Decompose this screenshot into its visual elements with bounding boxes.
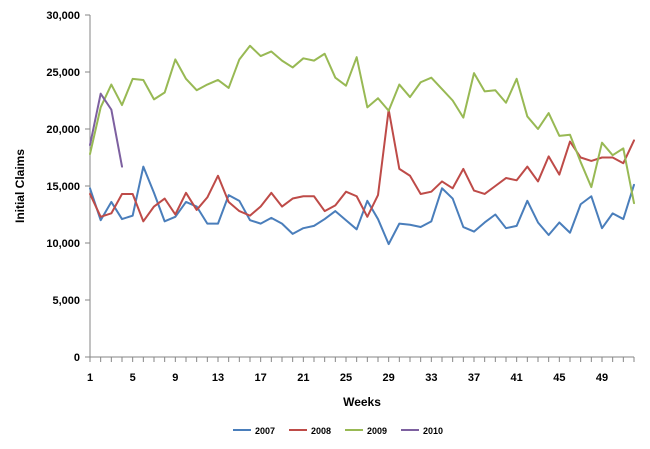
y-tick-label: 0 bbox=[74, 352, 80, 364]
x-tick-label: 29 bbox=[383, 372, 395, 384]
x-tick-label: 5 bbox=[130, 372, 136, 384]
legend-label-2007: 2007 bbox=[255, 426, 275, 436]
x-tick-label: 17 bbox=[255, 372, 267, 384]
y-tick-label: 15,000 bbox=[46, 181, 80, 193]
x-tick-label: 41 bbox=[511, 372, 523, 384]
y-tick-label: 25,000 bbox=[46, 67, 80, 79]
x-axis: 1 5 9 13 17 21 25 29 33 37 41 45 49 bbox=[87, 356, 635, 384]
x-tick-label: 37 bbox=[468, 372, 480, 384]
legend: 2007 2008 2009 2010 bbox=[233, 426, 443, 436]
legend-label-2010: 2010 bbox=[423, 426, 443, 436]
x-tick-label: 33 bbox=[425, 372, 437, 384]
x-tick-label: 9 bbox=[172, 372, 178, 384]
x-tick-label: 21 bbox=[297, 372, 309, 384]
series-line-2008 bbox=[89, 108, 635, 223]
series-line-2009 bbox=[89, 44, 635, 205]
series-line-2010 bbox=[89, 92, 123, 168]
x-tick-label: 25 bbox=[340, 372, 352, 384]
series-layer bbox=[89, 44, 635, 246]
x-axis-title: Weeks bbox=[343, 395, 381, 409]
series-line-2007 bbox=[89, 165, 635, 246]
y-axis-title: Initial Claims bbox=[13, 149, 27, 223]
y-tick-label: 10,000 bbox=[46, 238, 80, 250]
legend-label-2009: 2009 bbox=[367, 426, 387, 436]
y-axis: 0 5,000 10,000 15,000 20,000 25,000 30,000 bbox=[46, 10, 91, 364]
x-tick-label: 1 bbox=[87, 372, 93, 384]
x-tick-label: 45 bbox=[553, 372, 565, 384]
y-tick-label: 30,000 bbox=[46, 10, 80, 22]
y-tick-label: 5,000 bbox=[52, 295, 80, 307]
x-tick-label: 49 bbox=[596, 372, 608, 384]
legend-label-2008: 2008 bbox=[311, 426, 331, 436]
x-tick-label: 13 bbox=[212, 372, 224, 384]
y-tick-label: 20,000 bbox=[46, 124, 80, 136]
